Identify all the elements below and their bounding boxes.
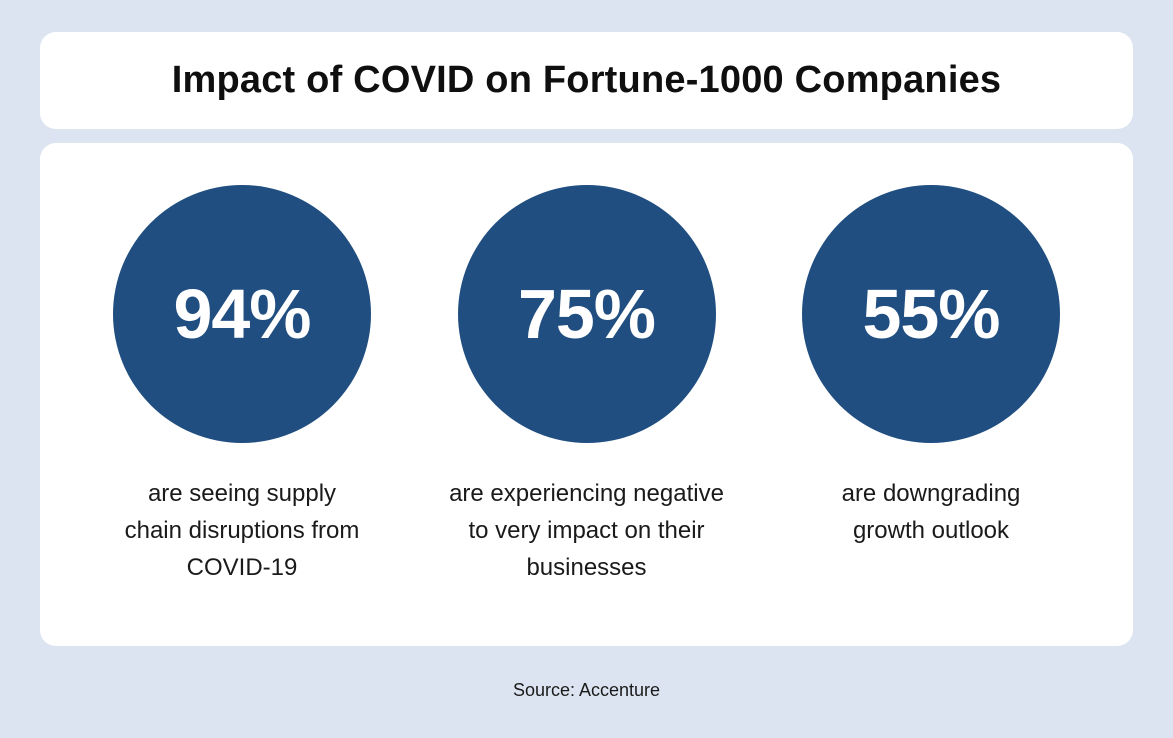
stat-circle: 75%: [457, 185, 716, 443]
stat-caption-line: growth outlook: [852, 517, 1010, 544]
stat-growth-outlook: 55% are downgrading growth outlook: [781, 185, 1081, 646]
source-attribution: Source: Accenture: [512, 680, 661, 700]
page-title: Impact of COVID on Fortune-1000 Companie…: [171, 59, 1002, 101]
stat-caption-line: are seeing supply: [147, 480, 337, 507]
title-card: Impact of COVID on Fortune-1000 Companie…: [40, 32, 1133, 129]
stat-negative-impact: 75% are experiencing negative to very im…: [437, 185, 737, 646]
stat-caption: are experiencing negative to very impact…: [449, 475, 724, 586]
stat-caption: are downgrading growth outlook: [842, 475, 1021, 549]
stat-caption: are seeing supply chain disruptions from…: [125, 475, 360, 586]
stats-card: 94% are seeing supply chain disruptions …: [40, 143, 1133, 646]
stat-caption-line: businesses: [526, 554, 647, 581]
stat-caption-line: are downgrading: [841, 480, 1021, 507]
stat-supply-chain: 94% are seeing supply chain disruptions …: [92, 185, 392, 646]
stat-value: 55%: [862, 275, 1000, 353]
stat-circle: 55%: [802, 185, 1060, 443]
stat-circle: 94%: [113, 185, 371, 443]
stat-caption-line: to very impact on their: [468, 517, 705, 544]
stat-caption-line: are experiencing negative: [449, 480, 724, 507]
stat-value: 75%: [517, 275, 656, 353]
stat-caption-line: COVID-19: [186, 554, 298, 581]
stat-value: 94%: [173, 275, 311, 353]
stat-caption-line: chain disruptions from: [124, 517, 360, 544]
